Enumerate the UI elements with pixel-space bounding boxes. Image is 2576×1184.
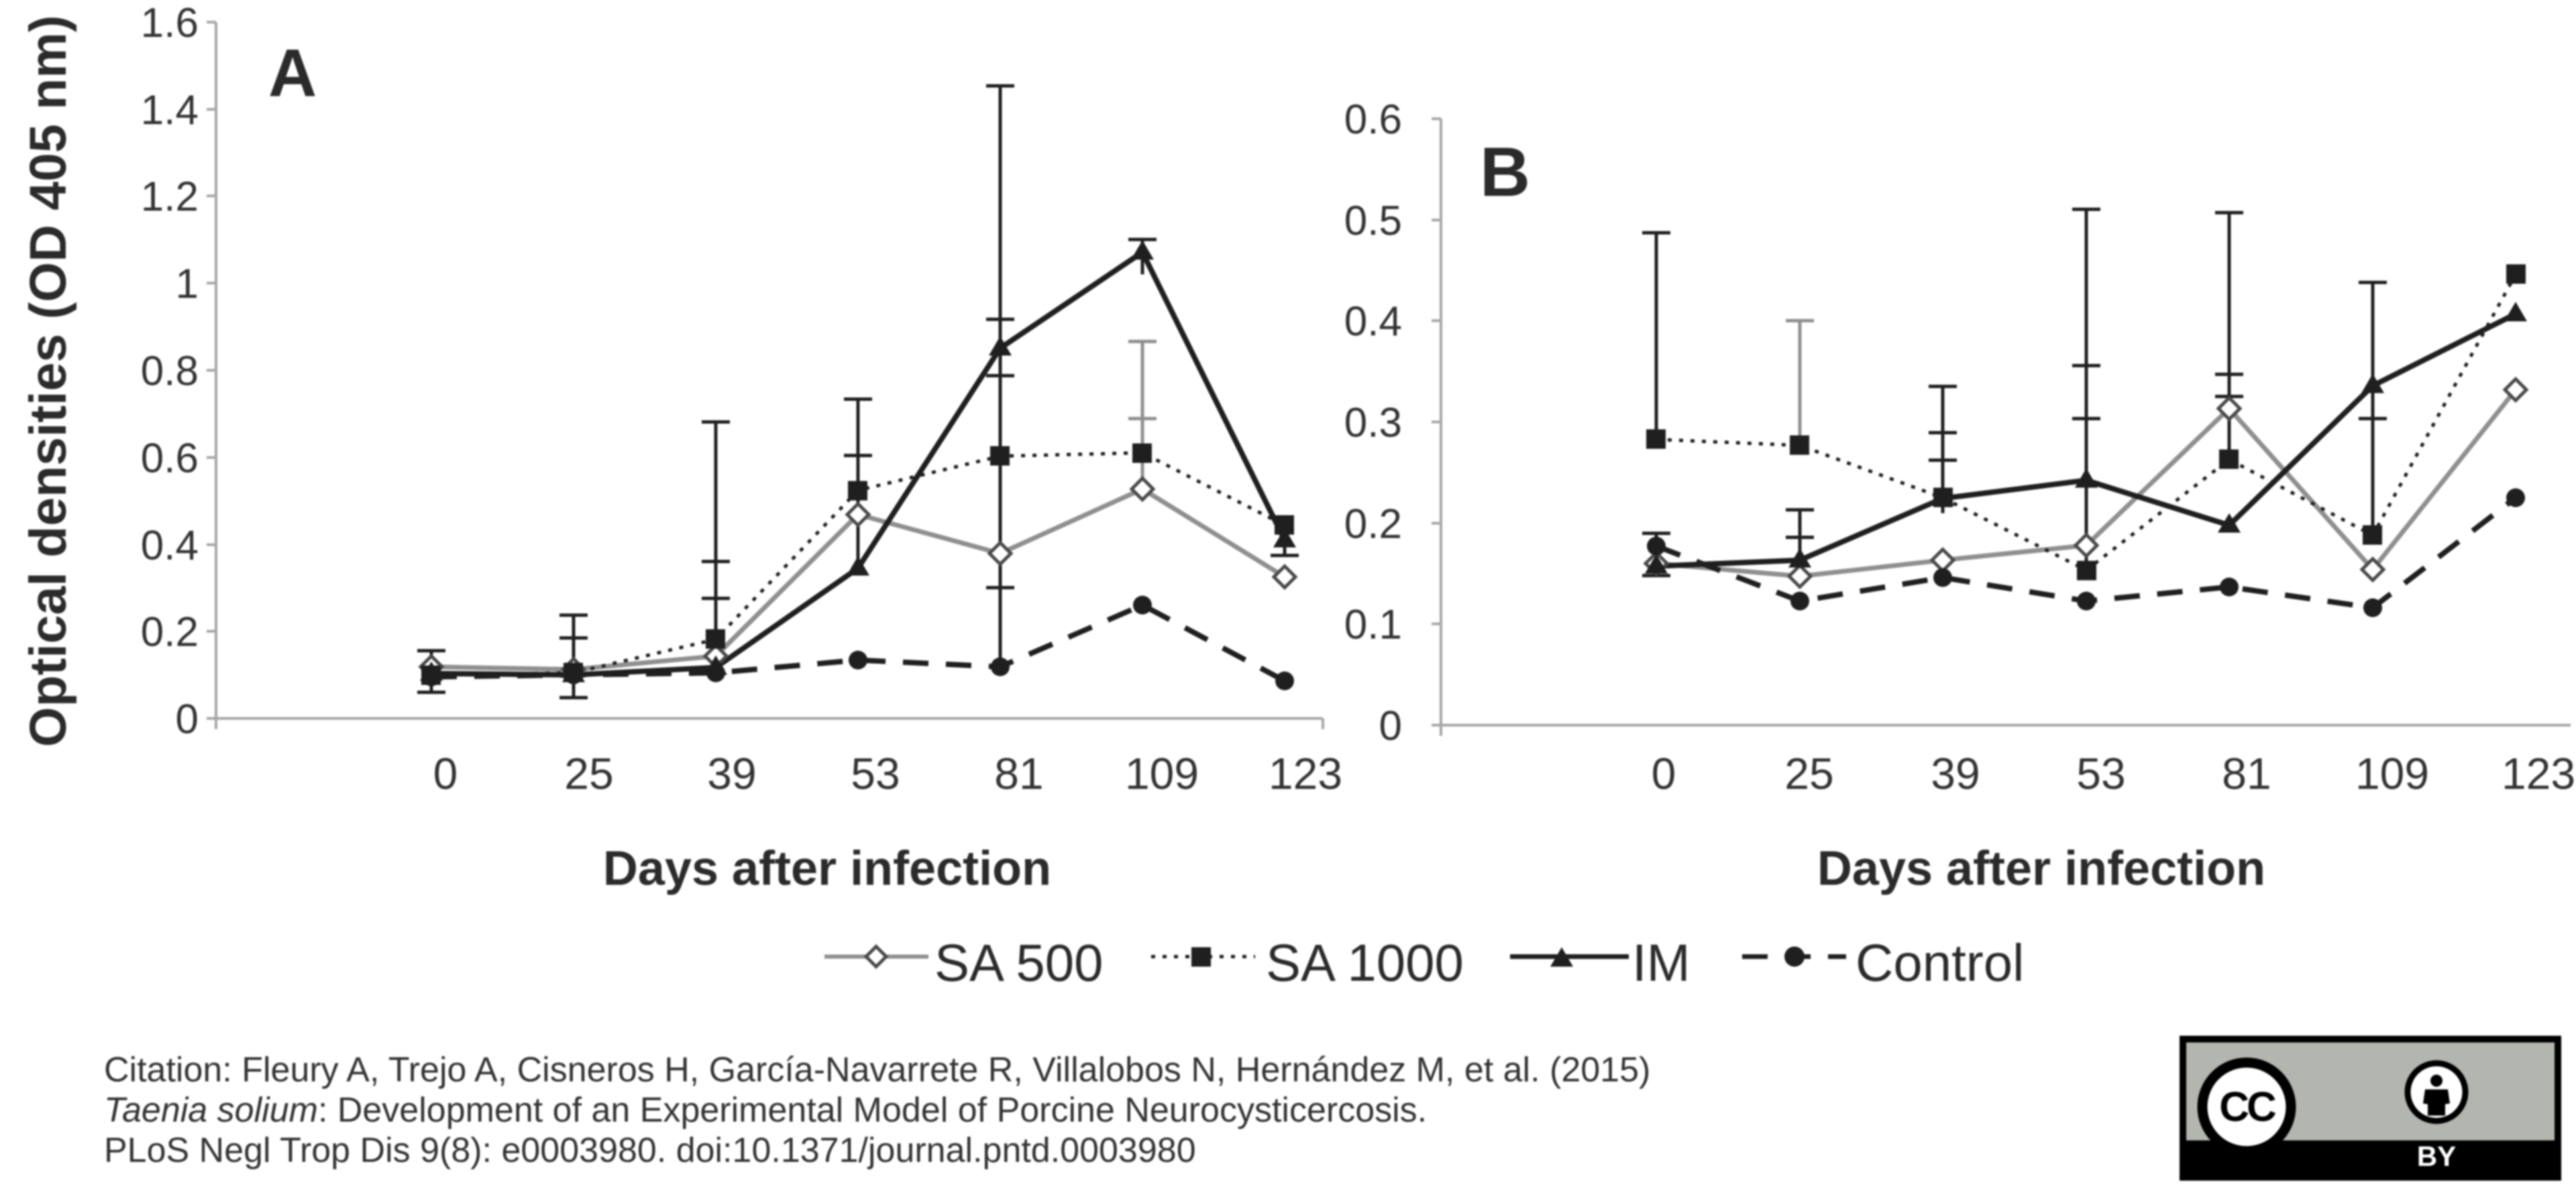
svg-text:CC: CC (2219, 1084, 2276, 1130)
svg-text:81: 81 (2222, 749, 2271, 798)
svg-text:1: 1 (176, 261, 199, 307)
svg-text:Taenia solium: Development of: Taenia solium: Development of an Experim… (104, 1091, 1427, 1130)
svg-text:25: 25 (1784, 749, 1833, 798)
svg-text:PLoS Negl Trop Dis 9(8): e0003: PLoS Negl Trop Dis 9(8): e0003980. doi:1… (104, 1131, 1196, 1170)
svg-text:25: 25 (564, 749, 613, 798)
svg-text:0.6: 0.6 (1344, 97, 1402, 143)
svg-text:0.4: 0.4 (1344, 299, 1402, 345)
svg-text:109: 109 (1125, 749, 1199, 798)
svg-text:Days after infection: Days after infection (1817, 842, 2265, 896)
svg-text:SA 500: SA 500 (934, 933, 1104, 992)
svg-text:53: 53 (851, 749, 900, 798)
svg-text:0.8: 0.8 (141, 348, 199, 394)
svg-text:IM: IM (1632, 933, 1690, 992)
svg-text:1.2: 1.2 (141, 174, 199, 220)
svg-text:0.2: 0.2 (1344, 501, 1402, 547)
svg-text:Control: Control (1856, 933, 2024, 992)
svg-text:B: B (1480, 133, 1530, 211)
svg-text:0.1: 0.1 (1344, 602, 1402, 648)
svg-text:1.4: 1.4 (141, 87, 199, 133)
svg-text:109: 109 (2355, 749, 2429, 798)
svg-text:0.6: 0.6 (141, 435, 199, 482)
svg-text:39: 39 (707, 749, 756, 798)
svg-text:0.5: 0.5 (1344, 198, 1402, 244)
svg-text:0: 0 (1379, 703, 1402, 749)
svg-text:123: 123 (2502, 749, 2575, 798)
svg-text:0: 0 (176, 696, 199, 743)
svg-text:0: 0 (433, 749, 458, 798)
svg-text:0.3: 0.3 (1344, 400, 1402, 446)
svg-text:39: 39 (1931, 749, 1980, 798)
svg-text:123: 123 (1269, 749, 1342, 798)
svg-text:0.2: 0.2 (141, 609, 199, 655)
svg-text:SA 1000: SA 1000 (1266, 933, 1464, 992)
svg-text:1.6: 1.6 (141, 0, 199, 46)
svg-text:81: 81 (994, 749, 1043, 798)
svg-text:0.4: 0.4 (141, 523, 199, 569)
svg-text:BY: BY (2417, 1140, 2456, 1172)
svg-text:0: 0 (1652, 749, 1676, 798)
svg-text:Days after infection: Days after infection (603, 842, 1051, 896)
svg-text:53: 53 (2076, 749, 2125, 798)
svg-text:Citation: Fleury A, Trejo A, C: Citation: Fleury A, Trejo A, Cisneros H,… (104, 1051, 1650, 1089)
svg-text:Optical densities (OD 405 nm): Optical densities (OD 405 nm) (19, 15, 77, 747)
svg-text:A: A (268, 36, 317, 111)
